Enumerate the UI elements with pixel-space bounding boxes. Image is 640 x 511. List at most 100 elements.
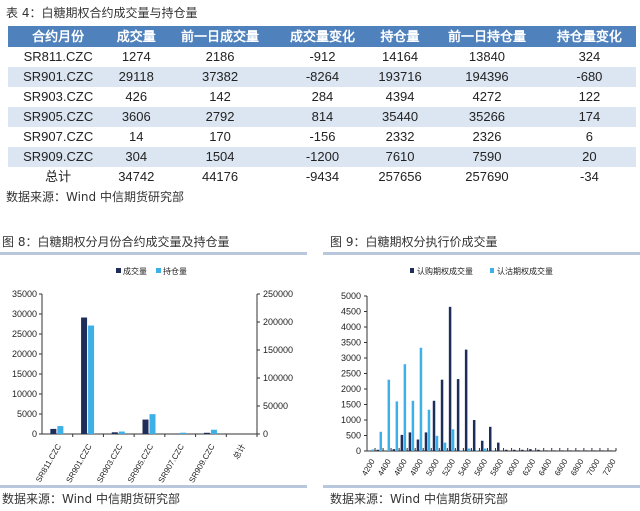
put-volume-bar	[403, 364, 407, 451]
put-volume-bar	[483, 448, 487, 451]
call-volume-bar	[456, 379, 460, 451]
chart9-source: 数据来源：Wind 中信期货研究部	[330, 492, 508, 506]
chart8-svg: 0 5000 10000 15000 20000 25000 30000 35000 0 5000…	[12, 266, 293, 483]
table-block: 合约月份 成交量 前一日成交量 成交量变化 持仓量 前一日持仓量 持仓量变化 SR811.C…	[6, 26, 636, 204]
table-cell: 304	[108, 147, 165, 167]
legend-label: 认沽期权成交量	[497, 266, 553, 276]
table-cell: 142	[209, 89, 231, 104]
table-cell: 2792	[164, 107, 276, 127]
put-volume-bar	[427, 409, 431, 451]
table-cell: 37382	[164, 67, 276, 87]
x-tick-label: 4200	[360, 457, 377, 477]
table-row: SR901.CZC 29118 37382 -8264 193716 194396 -680	[8, 67, 636, 87]
table-cell: 13840	[468, 49, 506, 64]
table-cell: 4272	[472, 89, 502, 104]
put-volume-bar	[443, 442, 447, 451]
table-cell: 44176	[201, 169, 239, 184]
table-row: SR905.CZC 3606 2792 814 35440 35266 174	[8, 107, 636, 127]
chart8-title: 图 8：白糖期权分月份合约成交量及持仓量	[2, 235, 230, 249]
call-volume-bar	[400, 434, 404, 451]
left-tick-label: 15000	[12, 369, 37, 379]
table-cell: SR903.CZC	[23, 89, 94, 104]
x-tick-label: 5400	[456, 457, 473, 477]
table-cell: 总计	[45, 169, 72, 184]
put-volume-bar	[435, 435, 439, 451]
table-cell: 29118	[108, 67, 165, 87]
put-volume-bar	[395, 401, 399, 451]
column-header: 持仓量	[369, 26, 432, 47]
call-volume-bar	[392, 449, 396, 451]
x-tick-label: 5600	[473, 457, 490, 477]
legend-swatch	[156, 268, 161, 273]
x-tick-label: 7200	[601, 457, 618, 477]
table-cell: 3606	[108, 107, 165, 127]
call-volume-bar	[440, 379, 444, 451]
column-header: 成交量	[108, 26, 165, 47]
call-volume-bar	[488, 426, 492, 451]
x-tick-label: 6600	[553, 457, 570, 477]
y-tick-label: 1000	[341, 415, 361, 425]
table-cell: 2326	[472, 129, 502, 144]
x-tick-label: 4800	[408, 457, 425, 477]
table-cell: SR901.CZC	[8, 67, 109, 87]
table-cell: 35440	[369, 107, 432, 127]
put-volume-bar	[371, 449, 374, 451]
right-tick-label: 250000	[263, 289, 293, 299]
table-cell: 7590	[431, 147, 543, 167]
call-volume-bar	[408, 432, 412, 451]
chart8-title-rule	[0, 252, 307, 255]
call-volume-bar	[585, 450, 588, 451]
table-cell: -9434	[305, 169, 340, 184]
call-volume-bar	[464, 349, 468, 451]
x-tick-label: SR909.CZC	[187, 442, 216, 483]
call-volume-bar	[505, 449, 508, 451]
y-tick-label: 2000	[341, 384, 361, 394]
left-tick-label: 5000	[17, 409, 37, 419]
holding-bar	[210, 429, 217, 434]
table-cell: 324	[578, 49, 601, 64]
right-tick-label: 150000	[263, 345, 293, 355]
volume-bar	[173, 433, 180, 435]
volume-bar	[50, 428, 57, 434]
y-tick-label: 0	[356, 446, 361, 456]
call-volume-bar	[424, 432, 428, 451]
call-volume-bar	[569, 450, 572, 451]
x-tick-label: 6400	[537, 457, 554, 477]
table-cell: SR905.CZC	[8, 107, 109, 127]
left-tick-label: 35000	[12, 289, 37, 299]
call-volume-bar	[537, 449, 540, 451]
table-cell: SR909.CZC	[8, 147, 109, 167]
call-volume-bar	[577, 450, 580, 451]
column-header: 前一日成交量	[164, 26, 276, 47]
right-tick-label: 0	[263, 429, 268, 439]
holding-bar	[180, 432, 187, 434]
call-volume-bar	[609, 450, 612, 451]
x-tick-label: 5000	[424, 457, 441, 477]
table-row: SR903.CZC 426 142 284 4394 4272 122	[8, 87, 636, 107]
call-volume-bar	[561, 450, 564, 451]
left-tick-label: 20000	[12, 349, 37, 359]
put-volume-bar	[459, 450, 463, 451]
call-volume-bar	[593, 450, 596, 451]
put-volume-bar	[451, 429, 455, 451]
volume-bar	[203, 432, 210, 434]
call-volume-bar	[601, 450, 604, 451]
table-cell: 122	[578, 89, 601, 104]
x-tick-label: 5800	[489, 457, 506, 477]
y-tick-label: 4000	[341, 322, 361, 332]
table-cell: 2186	[205, 49, 235, 64]
table-cell: -912	[309, 49, 336, 64]
chart9-title-rule	[323, 252, 640, 255]
table-cell: SR907.CZC	[23, 129, 94, 144]
table-row: 总计 34742 44176 -9434 257656 257690 -34	[8, 167, 636, 187]
volume-bar	[142, 419, 149, 434]
table-cell: 1274	[121, 49, 151, 64]
call-volume-bar	[472, 420, 476, 451]
volume-bar	[81, 317, 88, 434]
table-cell: 2332	[385, 129, 415, 144]
table-cell: 257690	[465, 169, 509, 184]
table-cell: 35266	[431, 107, 543, 127]
legend-swatch	[410, 268, 414, 273]
table-cell: 174	[542, 107, 636, 127]
